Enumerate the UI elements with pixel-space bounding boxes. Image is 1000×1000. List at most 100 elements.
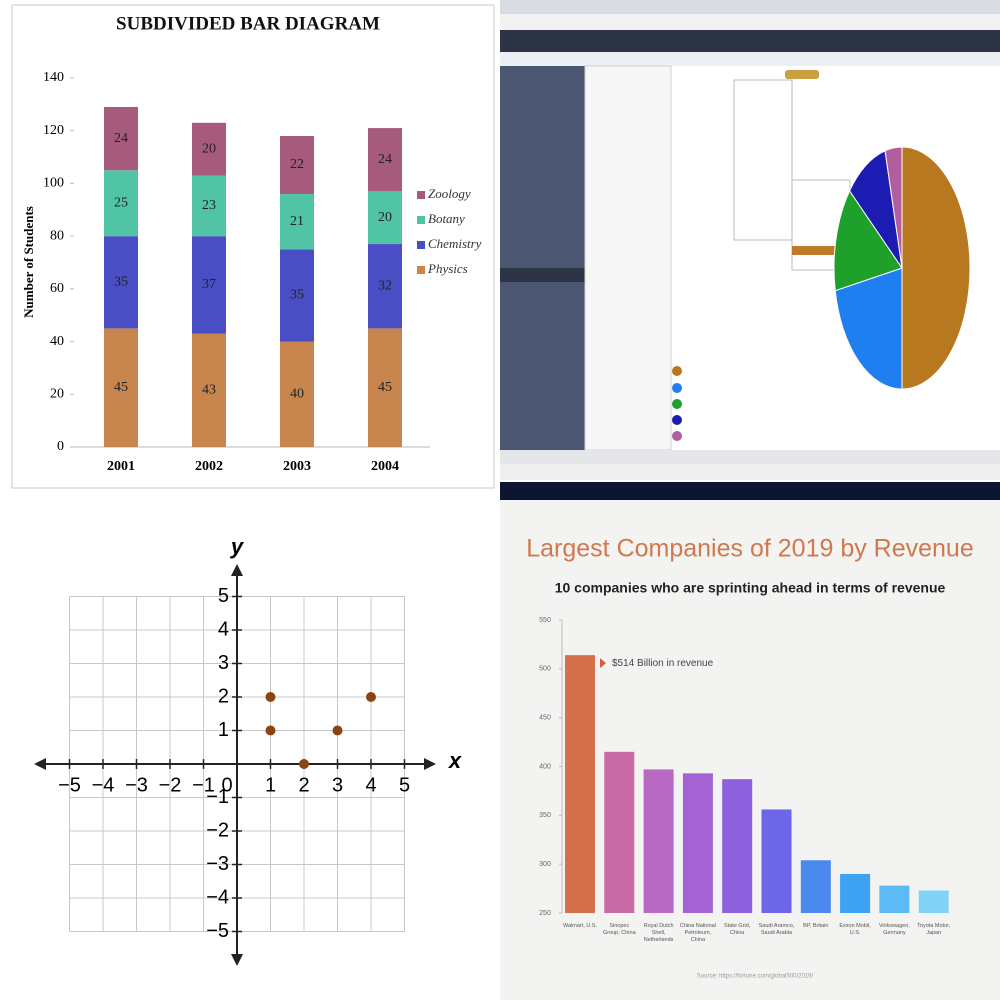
x-tick-label: −4: [92, 774, 115, 796]
point: [265, 692, 276, 702]
bar-segment: [368, 191, 402, 245]
y-tick-label: 5: [218, 585, 229, 607]
x-tick-label: −5: [58, 774, 81, 796]
chart-title: Largest Companies of 2019 by Revenue: [526, 535, 974, 563]
annotation-arrow: [600, 658, 606, 669]
breadcrumb: [500, 52, 1000, 66]
x-tick-label-box: Saudi Aramco, Saudi Arabia: [758, 923, 795, 936]
pie-slice: [834, 267, 903, 390]
y-tick-label: 120: [43, 123, 64, 138]
bar: [918, 890, 949, 913]
x-tick-label: −1: [192, 774, 215, 796]
data-label: 40: [290, 387, 304, 402]
y-tick-label: −5: [206, 920, 229, 942]
data-label: 35: [290, 288, 304, 303]
y-tick-label: 2: [218, 685, 229, 707]
y-tick-label: 100: [43, 176, 64, 191]
x-tick-label-box: BP, Britain: [803, 923, 829, 929]
x-tick-label: −2: [159, 774, 182, 796]
pie-slice: [884, 146, 903, 269]
x-tick-label: 1: [265, 774, 276, 796]
bar: [840, 873, 871, 913]
x-tick-label: State Grid, China: [724, 923, 751, 936]
bar-segment: [368, 244, 402, 329]
x-tick-label: 2: [298, 774, 309, 796]
x-tick-label: 2003: [283, 459, 311, 474]
x-tick-label-box: China National Petroleum, China: [680, 923, 716, 943]
pie-slice: [833, 189, 903, 292]
bar-segment: [280, 135, 314, 194]
data-label: 20: [378, 210, 392, 225]
bar-segment: [104, 170, 138, 237]
status-bar: [500, 464, 1000, 480]
legend-dot: [672, 415, 682, 425]
data-label: 24: [378, 152, 392, 167]
x-tick-label: 2001: [107, 459, 135, 474]
data-label: 35: [114, 274, 128, 289]
bar-segment: [280, 193, 314, 250]
source: Source: https://fortune.com/global500/20…: [697, 974, 814, 980]
y-tick-label: −3: [206, 853, 229, 875]
panel-stacked-bar: SUBDIVIDED BAR DIAGRAM Number of Students…: [11, 4, 495, 489]
bar: [604, 751, 635, 913]
x-tick-label-box: Toyota Motor, Japan: [917, 923, 951, 936]
y-tick-label: 450: [539, 715, 551, 722]
y-tick-label: 350: [539, 812, 551, 819]
data-label: 37: [202, 277, 216, 292]
x-tick-label-box: Exxon Mobil, U.S.: [839, 923, 871, 936]
panel-software: [500, 0, 1000, 500]
data-label: 45: [114, 380, 128, 395]
x-tick-label: 2002: [195, 459, 223, 474]
y-tick-label: 20: [50, 387, 64, 402]
y-axis-label: Number of Students: [21, 206, 36, 318]
x-tick-label: Saudi Aramco, Saudi Arabia: [758, 923, 795, 936]
bar-segment: [368, 128, 402, 192]
x-tick-label: −3: [125, 774, 148, 796]
x-tick-label: 0: [221, 774, 232, 796]
data-label: 24: [114, 131, 128, 146]
data-label: 45: [378, 380, 392, 395]
annotation: $514 Billion in revenue: [612, 658, 714, 669]
panel-frame: [11, 4, 495, 489]
y-tick-label: 550: [539, 617, 551, 624]
data-label: 20: [202, 141, 216, 156]
legend-label: Physics: [427, 261, 468, 276]
legend-swatch: [417, 216, 425, 224]
menu: [733, 79, 793, 241]
bar: [800, 860, 831, 913]
button[interactable]: [785, 70, 819, 79]
y-tick-label: 1: [218, 719, 229, 741]
bar-segment: [368, 328, 402, 447]
bar-segment: [104, 106, 138, 171]
point: [299, 759, 309, 769]
bar: [761, 809, 792, 913]
chart-title: SUBDIVIDED BAR DIAGRAM: [116, 13, 380, 34]
bar: [722, 779, 753, 913]
x-tick-label: BP, Britain: [803, 923, 829, 929]
panel-bar: Largest Companies of 2019 by Revenue 10 c…: [500, 500, 1000, 1000]
bar-segment: [192, 122, 226, 176]
point: [366, 692, 376, 702]
legend-dot: [672, 399, 682, 409]
x-tick-label-box: Royal Dutch Shell, Netherlands: [644, 923, 674, 943]
point: [332, 725, 343, 736]
x-tick-label-box: State Grid, China: [724, 923, 751, 936]
data-label: 22: [290, 157, 304, 172]
y-tick-label: −4: [206, 886, 229, 908]
x-tick-label: 4: [365, 774, 376, 796]
legend-dot: [672, 366, 682, 376]
x-tick-label: 2004: [371, 459, 399, 474]
bar: [682, 773, 713, 913]
sidebar: [500, 66, 585, 450]
legend-swatch: [417, 241, 425, 249]
y-tick-label: 300: [539, 861, 551, 868]
bar-segment: [280, 249, 314, 342]
x-tick-label: Toyota Motor, Japan: [917, 923, 951, 936]
x-tick-label: 3: [332, 774, 343, 796]
bar: [879, 885, 910, 913]
y-tick-label: 500: [539, 666, 551, 673]
x-tick-label-box: Volkswagen, Germany: [879, 923, 910, 936]
x-tick-label-box: Sinopec Group, China: [603, 923, 636, 936]
